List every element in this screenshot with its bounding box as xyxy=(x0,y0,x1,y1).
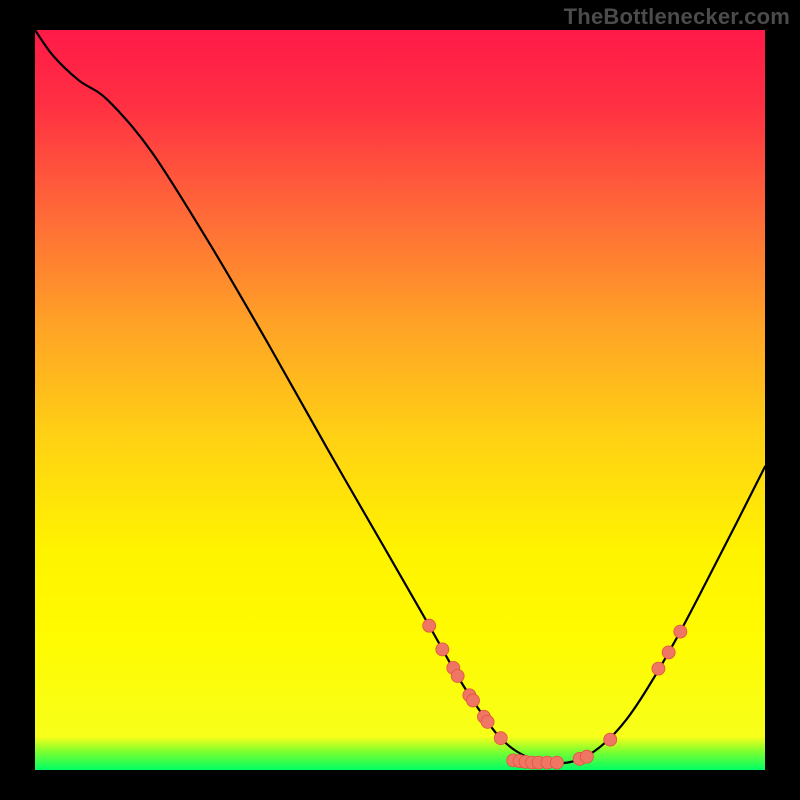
data-marker xyxy=(423,619,436,632)
plot-svg xyxy=(0,0,800,800)
data-marker xyxy=(652,662,665,675)
data-marker xyxy=(604,733,617,746)
chart-stage: TheBottlenecker.com xyxy=(0,0,800,800)
data-marker xyxy=(674,625,687,638)
data-marker xyxy=(662,646,675,659)
data-marker xyxy=(580,750,593,763)
data-marker xyxy=(436,643,449,656)
data-marker xyxy=(467,694,480,707)
data-marker xyxy=(481,715,494,728)
data-marker xyxy=(451,670,464,683)
data-marker xyxy=(494,732,507,745)
data-marker xyxy=(550,756,563,769)
